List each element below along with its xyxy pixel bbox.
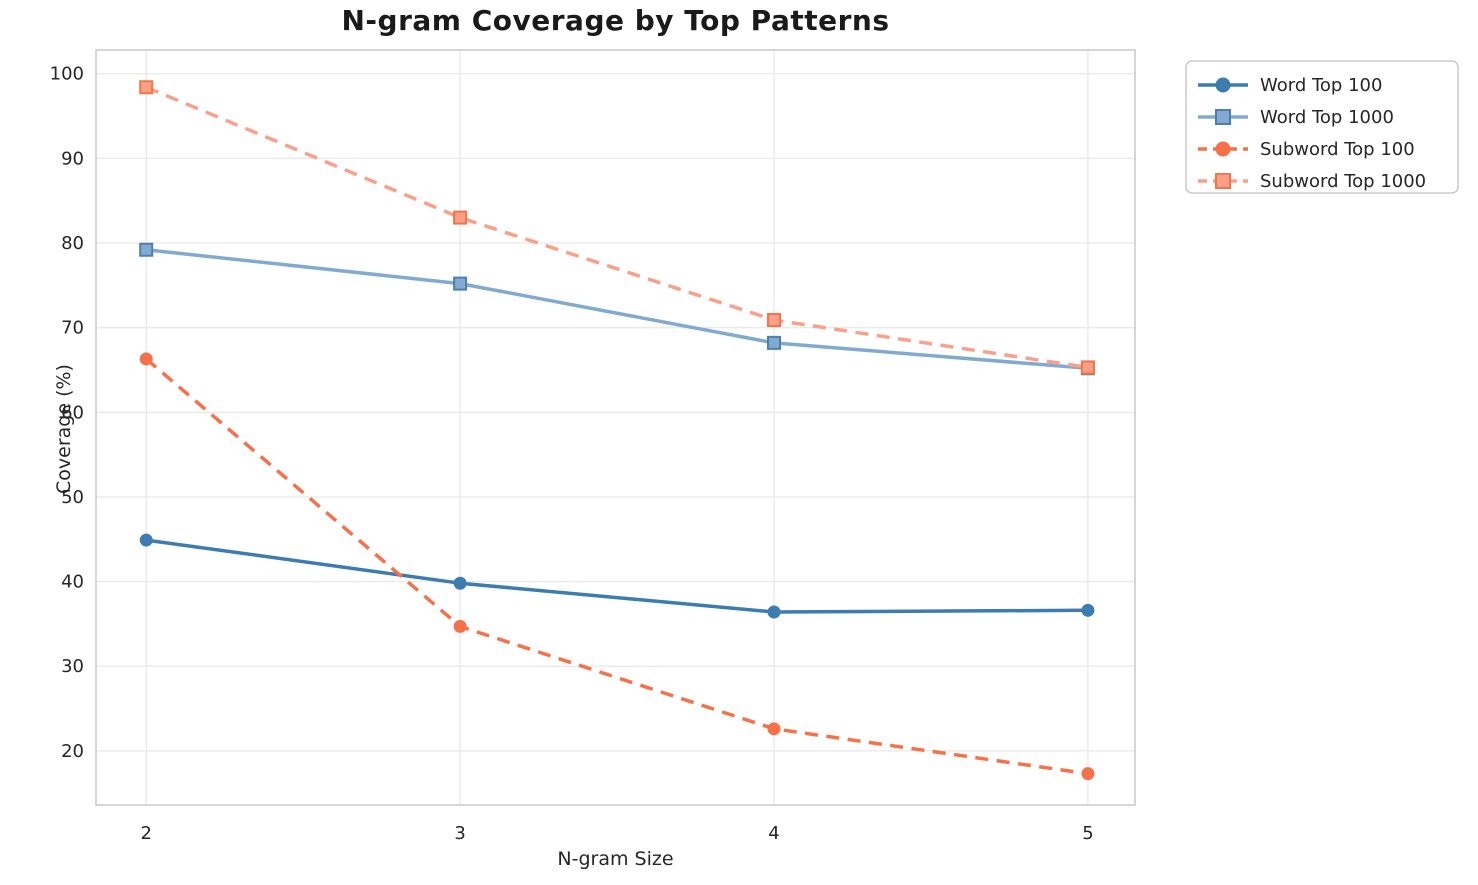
- marker-subword-top-1000: [453, 210, 468, 225]
- marker-word-top-100: [1081, 603, 1095, 617]
- marker-word-top-1000: [139, 242, 154, 257]
- marker-word-top-1000: [767, 335, 782, 350]
- legend-item-word-top-100: Word Top 100: [1198, 75, 1382, 96]
- legend-label: Word Top 100: [1260, 75, 1382, 96]
- y-tick-label: 90: [61, 148, 84, 169]
- legend-item-subword-top-1000: Subword Top 1000: [1198, 171, 1426, 192]
- marker-word-top-100: [767, 605, 781, 619]
- legend-box: [1185, 60, 1459, 194]
- legend-marker: [1215, 173, 1231, 189]
- marker-subword-top-1000: [767, 313, 782, 328]
- y-tick-label: 50: [61, 487, 84, 508]
- y-tick-label: 30: [61, 656, 84, 677]
- y-tick-label: 70: [61, 318, 84, 339]
- marker-word-top-1000: [453, 276, 468, 291]
- legend-label: Word Top 1000: [1260, 107, 1394, 128]
- x-axis-label: N-gram Size: [557, 848, 674, 870]
- series-line-subword-top-100: [145, 357, 1089, 776]
- legend-label: Subword Top 1000: [1260, 171, 1426, 192]
- marker-subword-top-1000: [139, 80, 154, 95]
- chart-title: N-gram Coverage by Top Patterns: [341, 4, 890, 37]
- series-line-subword-top-1000: [145, 85, 1089, 370]
- marker-subword-top-100: [767, 722, 781, 736]
- x-tick-label: 3: [454, 823, 465, 844]
- y-axis-label: Coverage (%): [53, 364, 75, 494]
- x-tick-label: 5: [1082, 823, 1093, 844]
- y-tick-label: 40: [61, 572, 84, 593]
- marker-subword-top-100: [139, 352, 153, 366]
- marker-subword-top-100: [1081, 767, 1095, 781]
- series-line-word-top-100: [145, 538, 1088, 614]
- legend-marker: [1215, 141, 1231, 157]
- legend-marker: [1215, 77, 1231, 93]
- plot-border: [95, 49, 1136, 806]
- marker-subword-top-100: [453, 619, 467, 633]
- legend-item-subword-top-100: Subword Top 100: [1198, 139, 1415, 160]
- y-tick-label: 60: [61, 402, 84, 423]
- y-tick-label: 80: [61, 233, 84, 254]
- y-tick-label: 100: [50, 64, 84, 85]
- marker-word-top-100: [453, 576, 467, 590]
- legend-marker: [1215, 109, 1231, 125]
- x-tick-label: 4: [768, 823, 779, 844]
- x-tick-label: 2: [140, 823, 151, 844]
- marker-subword-top-1000: [1080, 360, 1095, 375]
- series-line-word-top-1000: [146, 248, 1089, 371]
- y-tick-label: 20: [61, 741, 84, 762]
- legend-label: Subword Top 100: [1260, 139, 1415, 160]
- marker-word-top-100: [139, 533, 153, 547]
- legend-item-word-top-1000: Word Top 1000: [1198, 107, 1394, 128]
